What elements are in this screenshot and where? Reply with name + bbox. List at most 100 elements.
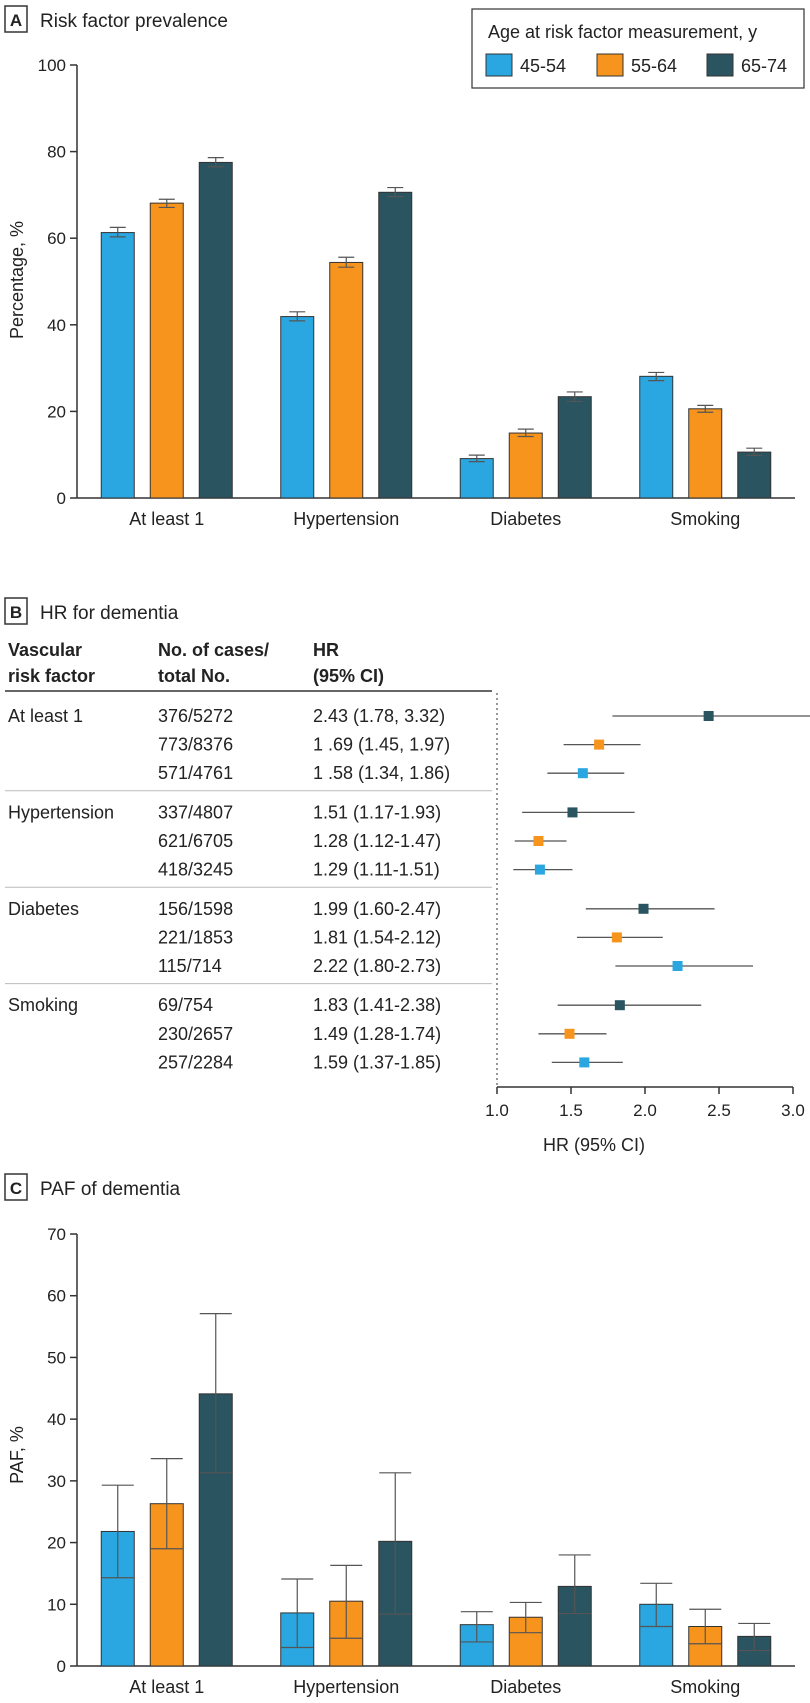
panel-a-bar	[737, 451, 772, 499]
panel-b-xlabel: HR (95% CI)	[543, 1135, 645, 1155]
panel-c-ytick-label: 70	[47, 1225, 66, 1244]
panel-a-category-label: At least 1	[129, 509, 204, 529]
legend-title: Age at risk factor measurement, y	[488, 22, 757, 42]
panel-c-ytick-label: 30	[47, 1472, 66, 1491]
hr-cell: 1.28 (1.12-1.47)	[313, 831, 441, 851]
panel-a-ytick-label: 0	[57, 489, 66, 508]
panel-b-title: HR for dementia	[40, 603, 179, 624]
panel-a-badge	[4, 5, 28, 33]
panel-a-ytick-label: 20	[47, 402, 66, 421]
panel-a-bar	[149, 202, 184, 499]
panel-a-ytick-label: 60	[47, 229, 66, 248]
cases-cell: 156/1598	[158, 899, 233, 919]
panel-a-bar	[378, 191, 413, 499]
panel-a-bar	[198, 161, 233, 499]
cases-cell: 69/754	[158, 995, 213, 1015]
forest-point	[564, 1028, 575, 1039]
hr-cell: 1.59 (1.37-1.85)	[313, 1052, 441, 1072]
forest-xtick-label: 3.0	[781, 1101, 805, 1120]
panel-c-ytick-label: 0	[57, 1657, 66, 1676]
panel-c-ytick-label: 40	[47, 1410, 66, 1429]
cases-cell: 571/4761	[158, 763, 233, 783]
panel-c-ytick-label: 50	[47, 1348, 66, 1367]
cases-cell: 230/2657	[158, 1024, 233, 1044]
panel-a-category-label: Hypertension	[293, 509, 399, 529]
col-cases-line2: total No.	[158, 666, 230, 686]
panel-a-bar	[508, 432, 543, 499]
panel-c-category-label: Diabetes	[490, 1677, 561, 1697]
panel-a-title: Risk factor prevalence	[40, 11, 228, 32]
panel-a-ytick-label: 40	[47, 316, 66, 335]
panel-a-bar	[459, 458, 494, 499]
panel-c-category-label: Hypertension	[293, 1677, 399, 1697]
hr-cell: 1.81 (1.54-2.12)	[313, 927, 441, 947]
hr-cell: 1 .69 (1.45, 1.97)	[313, 735, 450, 755]
col-factor-line1: Vascular	[8, 640, 82, 660]
forest-xtick-label: 2.5	[707, 1101, 731, 1120]
cases-cell: 257/2284	[158, 1052, 233, 1072]
cases-cell: 376/5272	[158, 706, 233, 726]
group-label: Diabetes	[8, 899, 79, 919]
panel-a-ytick-label: 80	[47, 143, 66, 162]
panel-a-plot: 0 20 40 60 80 100 At least 1 Hypertension Diabet…	[38, 56, 795, 529]
panel-a-bar	[280, 316, 315, 499]
panel-a-bar	[329, 261, 364, 499]
forest-point	[703, 711, 714, 721]
col-cases-line1: No. of cases/	[158, 640, 269, 660]
forest-point	[614, 1000, 625, 1011]
col-hr-line1: HR	[313, 640, 339, 660]
hr-cell: 1.51 (1.17-1.93)	[313, 802, 441, 822]
panel-a-category-label: Smoking	[670, 509, 740, 529]
forest-point	[672, 961, 683, 971]
forest-point	[577, 768, 588, 779]
panel-c-bar	[557, 1585, 592, 1667]
legend-swatch-45-54	[485, 53, 513, 77]
forest-xtick-label: 1.5	[559, 1101, 583, 1120]
cases-cell: 621/6705	[158, 831, 233, 851]
hr-cell: 1.99 (1.60-2.47)	[313, 899, 441, 919]
hr-cell: 1.49 (1.28-1.74)	[313, 1024, 441, 1044]
panel-c-ytick-label: 10	[47, 1595, 66, 1614]
panel-a-ytick-label: 100	[38, 56, 66, 75]
cases-cell: 773/8376	[158, 735, 233, 755]
forest-point	[567, 807, 578, 818]
forest-point	[579, 1057, 590, 1068]
hr-cell: 2.22 (1.80-2.73)	[313, 956, 441, 976]
cases-cell: 221/1853	[158, 927, 233, 947]
panel-c-ylabel: PAF, %	[7, 1426, 27, 1484]
panel-a-bar	[639, 375, 674, 499]
forest-point	[594, 739, 605, 750]
hr-cell: 1.83 (1.41-2.38)	[313, 995, 441, 1015]
panel-c-category-label: Smoking	[670, 1677, 740, 1697]
panel-a-category-label: Diabetes	[490, 509, 561, 529]
hr-cell: 1 .58 (1.34, 1.86)	[313, 763, 450, 783]
panel-c-category-label: At least 1	[129, 1677, 204, 1697]
panel-a-bar	[557, 396, 592, 499]
panel-a-letter: A	[10, 11, 22, 30]
legend-swatch-55-64	[596, 53, 624, 77]
col-factor-line2: risk factor	[8, 666, 95, 686]
panel-b-letter: B	[10, 603, 22, 622]
panel-b-badge	[4, 597, 28, 625]
group-label: At least 1	[8, 706, 83, 726]
legend-label-55-64: 55-64	[631, 56, 677, 76]
panel-c-letter: C	[10, 1179, 22, 1198]
group-label: Hypertension	[8, 802, 114, 822]
cases-cell: 115/714	[158, 956, 222, 976]
forest-xtick-label: 1.0	[485, 1101, 509, 1120]
panel-a-bar	[688, 408, 723, 499]
forest-point	[611, 932, 622, 943]
forest-xtick-label: 2.0	[633, 1101, 657, 1120]
legend-label-65-74: 65-74	[741, 56, 787, 76]
cases-cell: 418/3245	[158, 860, 233, 880]
hr-cell: 1.29 (1.11-1.51)	[313, 860, 440, 880]
panel-b-forest: 1.0 1.5 2.0 2.5 3.0 At least 1 376/5272 2.43 (1…	[5, 693, 810, 1120]
legend-box	[471, 8, 805, 89]
panel-c-plot: 0 10 20 30 40 50 60 70 At least 1 Hypertension Dia…	[47, 1225, 795, 1697]
panel-a-bar	[100, 232, 135, 499]
panel-c-ytick-label: 60	[47, 1287, 66, 1306]
col-hr-line2: (95% CI)	[313, 666, 384, 686]
forest-point	[533, 836, 544, 846]
forest-point	[638, 903, 649, 914]
